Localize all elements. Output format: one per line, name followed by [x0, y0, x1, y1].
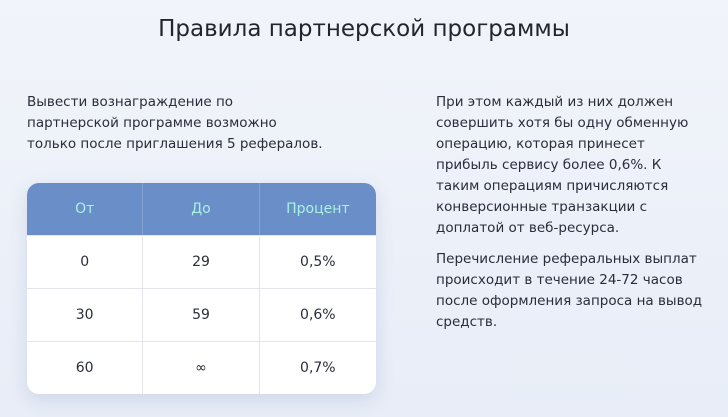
cell: ∞ [143, 341, 260, 394]
details-text: При этом каждый из них должен совершить … [436, 94, 689, 236]
table-row: 0 29 0,5% [27, 235, 376, 288]
cell: 0,7% [259, 341, 376, 394]
cell: 30 [27, 288, 144, 341]
title: Правила партнерской программы [158, 16, 570, 42]
details-text: Перечисление реферальных выплат происход… [436, 251, 703, 330]
rules-table: От До Процент 0 29 0,5% 30 59 0,6% 60 ∞ … [27, 183, 376, 394]
cell: 0 [27, 235, 144, 288]
table-row: 30 59 0,6% [27, 288, 376, 341]
intro-text: Вывести вознаграждение по партнерской пр… [27, 94, 323, 152]
header-cell: От [27, 183, 144, 235]
cell: 0,6% [259, 288, 376, 341]
header-cell: Процент [259, 183, 376, 235]
cell: 0,5% [259, 235, 376, 288]
header-cell: До [143, 183, 260, 235]
table-row: 60 ∞ 0,7% [27, 341, 376, 394]
details: При этом каждый из них должен совершить … [436, 92, 708, 343]
cell: 60 [27, 341, 144, 394]
cell: 29 [143, 235, 260, 288]
header-row: От До Процент [27, 183, 376, 235]
cell: 59 [143, 288, 260, 341]
